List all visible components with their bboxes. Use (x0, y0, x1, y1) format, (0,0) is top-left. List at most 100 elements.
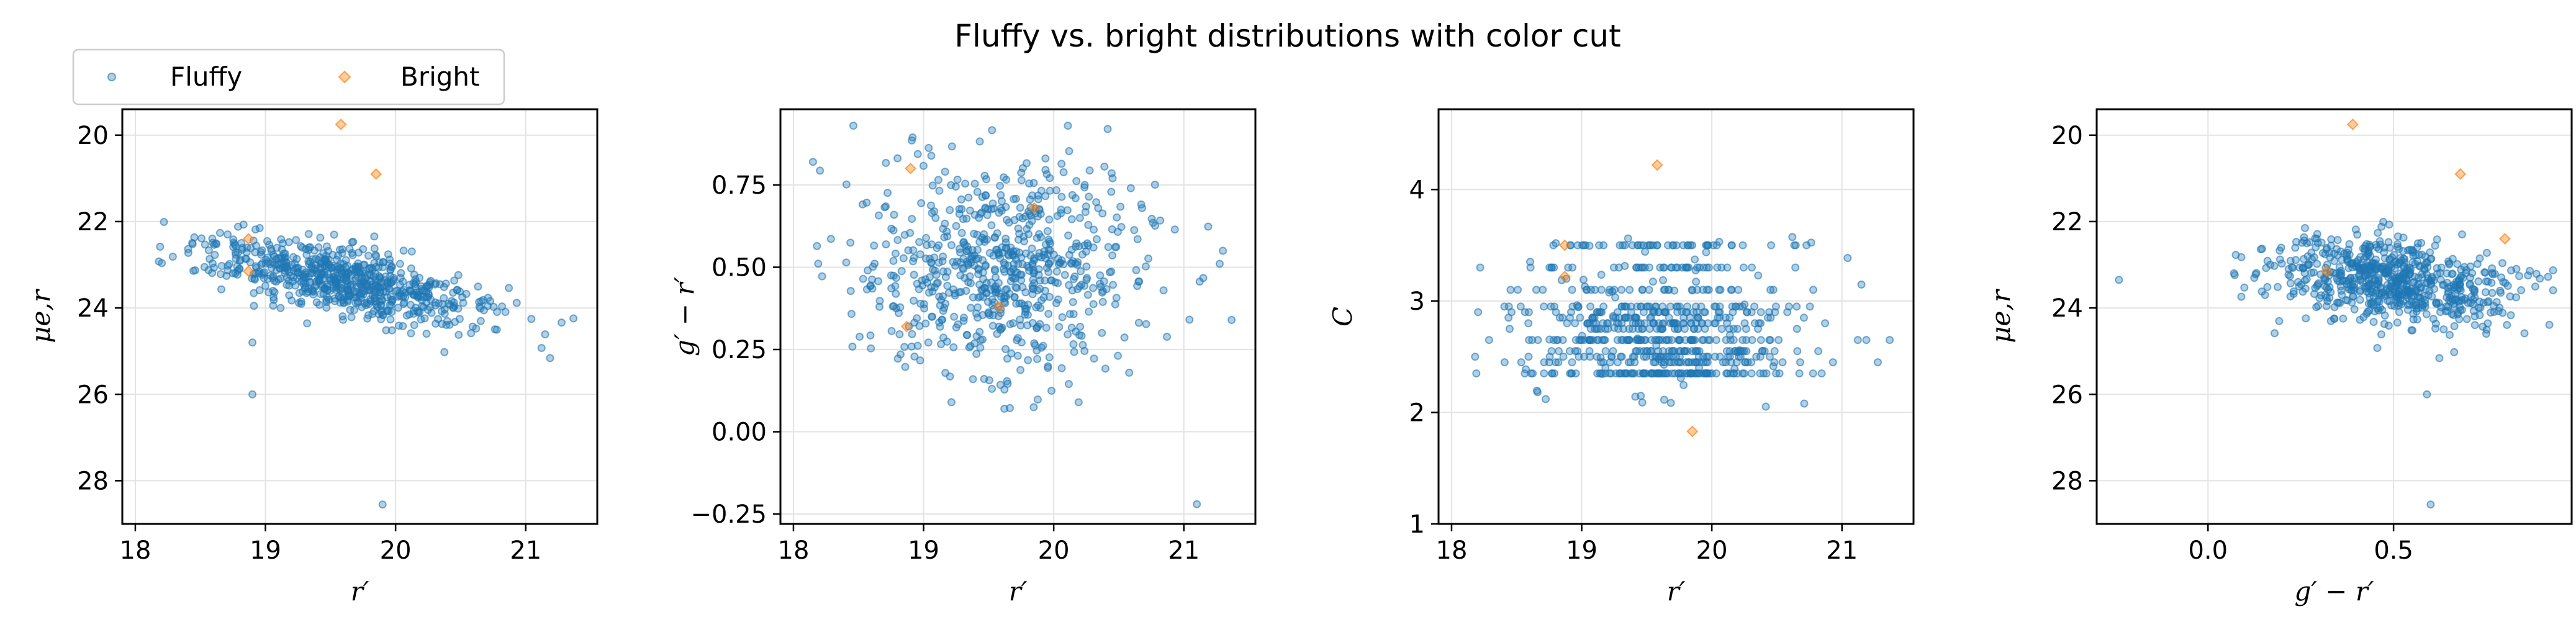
fluffy-point (370, 244, 379, 253)
fluffy-point (1645, 286, 1653, 294)
fluffy-point (168, 252, 177, 261)
fluffy-point (449, 304, 458, 312)
fluffy-point (1809, 369, 1817, 378)
fluffy-point (899, 254, 908, 263)
fluffy-point (1723, 369, 1732, 378)
fluffy-point (347, 313, 356, 322)
fluffy-point (1034, 322, 1042, 331)
fluffy-point (1609, 263, 1618, 272)
fluffy-point (2271, 329, 2279, 338)
fluffy-point (1549, 336, 1558, 345)
fluffy-point (988, 384, 997, 393)
fluffy-point (970, 339, 979, 348)
fluffy-point (924, 338, 933, 347)
fluffy-point (2292, 256, 2300, 264)
fluffy-point (2427, 280, 2436, 289)
fluffy-point (2250, 274, 2259, 282)
fluffy-point (1000, 258, 1008, 267)
fluffy-point (399, 246, 408, 255)
fluffy-point (1041, 192, 1050, 201)
fluffy-point (1571, 319, 1579, 328)
fluffy-point (1668, 369, 1676, 378)
fluffy-point (1555, 313, 1564, 322)
fluffy-point (422, 330, 431, 338)
fluffy-point (2395, 286, 2403, 295)
x-tick-label: 18 (120, 536, 151, 565)
fluffy-point (1002, 215, 1011, 224)
fluffy-point (972, 349, 981, 358)
fluffy-point (1688, 347, 1696, 356)
fluffy-point (1132, 266, 1141, 274)
fluffy-point (1000, 404, 1009, 413)
x-tick-label: 20 (1696, 536, 1728, 565)
fluffy-point (1673, 308, 1682, 317)
fluffy-point (2362, 253, 2370, 261)
fluffy-point (303, 319, 312, 328)
fluffy-point (826, 235, 835, 243)
fluffy-point (256, 248, 265, 256)
fluffy-point (1652, 353, 1661, 361)
fluffy-point (985, 249, 994, 258)
fluffy-point (158, 259, 166, 268)
fluffy-point (2468, 269, 2477, 277)
fluffy-point (330, 230, 338, 239)
fluffy-point (379, 263, 387, 272)
fluffy-point (1215, 259, 1224, 268)
fluffy-point (1712, 302, 1720, 311)
fluffy-point (301, 284, 309, 292)
fluffy-point (1029, 266, 1038, 275)
fluffy-point (991, 285, 1000, 294)
fluffy-point (980, 171, 989, 180)
fluffy-point (348, 238, 356, 246)
fluffy-point (1018, 164, 1027, 173)
fluffy-point (993, 330, 1001, 338)
fluffy-point (2497, 289, 2505, 297)
fluffy-point (975, 281, 983, 289)
fluffy-point (965, 206, 974, 215)
fluffy-point (900, 343, 909, 351)
fluffy-point (1548, 369, 1557, 378)
fluffy-point (1661, 369, 1670, 378)
fluffy-point (1767, 241, 1776, 250)
fluffy-point (2507, 266, 2516, 275)
fluffy-point (934, 176, 942, 184)
fluffy-point (1645, 263, 1653, 272)
fluffy-point (333, 265, 341, 274)
fluffy-point (2497, 273, 2506, 282)
fluffy-point (454, 330, 463, 339)
fluffy-point (1670, 358, 1679, 367)
fluffy-point (2298, 287, 2307, 296)
fluffy-point (978, 256, 987, 264)
fluffy-point (1525, 336, 1534, 345)
fluffy-point (978, 192, 987, 201)
fluffy-point (924, 288, 933, 297)
fluffy-point (2458, 230, 2467, 239)
fluffy-point (2462, 315, 2471, 323)
fluffy-point (967, 304, 975, 312)
fluffy-point (1012, 255, 1021, 264)
fluffy-point (884, 189, 892, 197)
fluffy-point (1107, 268, 1116, 276)
fluffy-point (407, 300, 415, 309)
fluffy-point (1100, 162, 1109, 171)
fluffy-point (814, 259, 823, 268)
fluffy-point (1756, 319, 1765, 328)
fluffy-point (1545, 263, 1554, 272)
fluffy-point (1704, 319, 1712, 328)
fluffy-point (1526, 258, 1535, 266)
fluffy-point (2393, 318, 2402, 327)
fluffy-point (2422, 310, 2431, 318)
fluffy-point (434, 315, 443, 323)
fluffy-point (1601, 364, 1610, 372)
fluffy-point (440, 309, 449, 318)
fluffy-point (2369, 259, 2377, 268)
fluffy-point (2350, 305, 2359, 313)
fluffy-point (184, 245, 192, 253)
fluffy-point (1665, 347, 1673, 356)
fluffy-point (371, 290, 380, 299)
x-tick-label: 0.5 (2374, 536, 2413, 565)
fluffy-point (919, 161, 928, 170)
fluffy-point (1045, 237, 1054, 246)
fluffy-point (1568, 358, 1576, 367)
